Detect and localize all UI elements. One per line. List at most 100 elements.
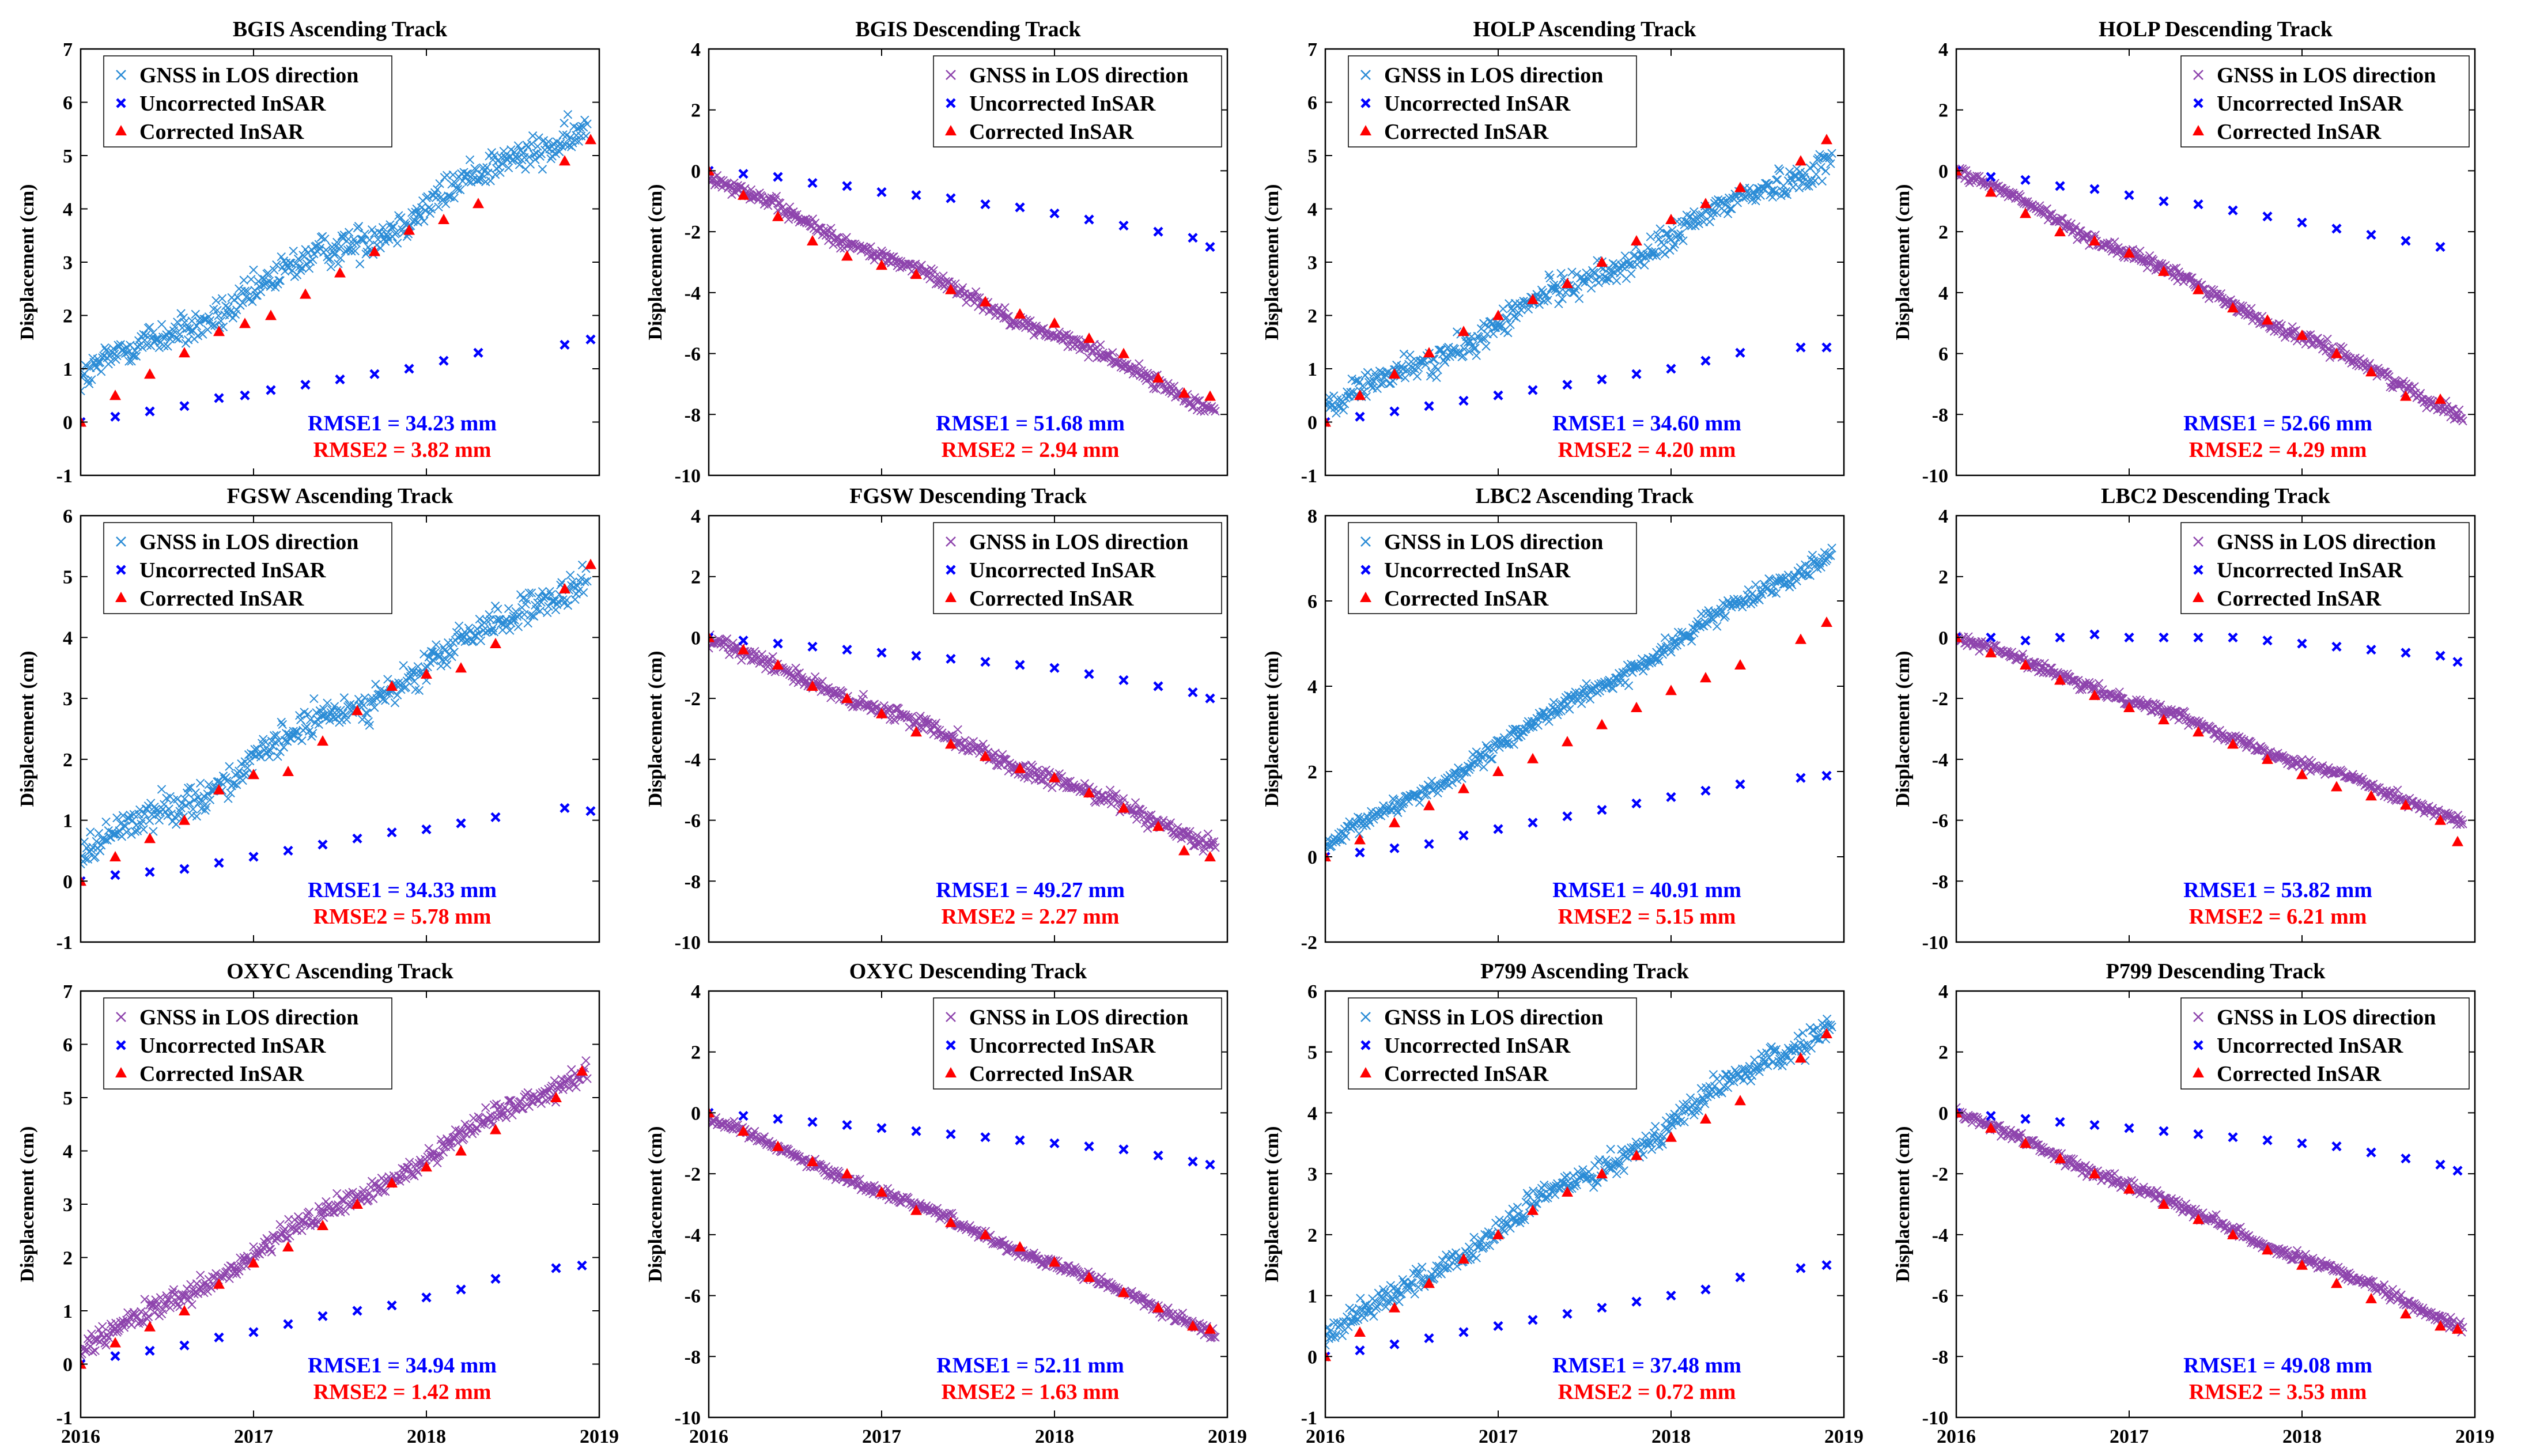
uncorrected-insar-point	[1700, 785, 1711, 796]
corrected-insar-point	[2227, 738, 2239, 749]
gnss-point	[2286, 327, 2296, 337]
gnss-point	[245, 756, 255, 766]
gnss-point	[1586, 283, 1596, 293]
gnss-point	[1556, 268, 1566, 278]
gnss-point	[239, 275, 248, 285]
y-tick-label: 1	[63, 359, 73, 380]
uncorrected-insar-point	[2262, 636, 2273, 646]
gnss-point	[1332, 409, 1341, 418]
gnss-point	[440, 645, 449, 655]
y-tick-label: 3	[63, 252, 73, 274]
gnss-point	[304, 1207, 314, 1216]
uncorrected-insar-point	[1821, 342, 1832, 353]
gnss-point	[750, 1126, 759, 1136]
subplot-holp-descending: HOLP Descending Track420246-8-10Displace…	[1892, 17, 2476, 487]
gnss-point	[360, 693, 369, 702]
uncorrected-insar-point	[773, 1114, 783, 1124]
gnss-point	[2094, 679, 2104, 688]
gnss-point	[1382, 1297, 1392, 1306]
gnss-point	[156, 1293, 165, 1302]
gnss-point	[1166, 818, 1175, 827]
corrected-insar-point	[473, 198, 484, 209]
uncorrected-insar-point	[1389, 406, 1400, 417]
corrected-insar-point	[1596, 256, 1608, 267]
y-tick-label: 8	[1307, 506, 1317, 527]
gnss-point	[1412, 372, 1422, 381]
gnss-point	[496, 168, 505, 177]
gnss-point	[1733, 198, 1743, 207]
y-tick-label: 7	[63, 39, 73, 60]
uncorrected-insar-point	[1424, 401, 1434, 411]
uncorrected-insar-point	[387, 1300, 397, 1311]
gnss-point	[535, 606, 545, 616]
legend-gnss-marker	[946, 1012, 956, 1022]
legend-entry: Uncorrected InSAR	[1384, 558, 1571, 583]
gnss-point	[1779, 580, 1788, 589]
gnss-point	[810, 672, 820, 682]
uncorrected-insar-point	[911, 190, 921, 201]
uncorrected-insar-point	[1700, 356, 1711, 366]
gnss-point	[1333, 395, 1342, 404]
legend-entry: GNSS in LOS direction	[2217, 530, 2436, 554]
gnss-point	[1676, 229, 1685, 239]
uncorrected-insar-point	[1597, 374, 1607, 385]
gnss-point	[1393, 1284, 1403, 1294]
uncorrected-insar-point	[946, 1129, 956, 1140]
corrected-insar-point	[738, 1125, 749, 1136]
gnss-point	[1827, 149, 1836, 158]
corrected-insar-point	[550, 1092, 562, 1102]
gnss-point	[504, 604, 513, 613]
uncorrected-insar-point	[318, 839, 328, 850]
gnss-point	[1787, 580, 1797, 589]
gnss-point	[163, 342, 172, 351]
gnss-point	[101, 346, 111, 355]
gnss-point	[1809, 161, 1819, 171]
gnss-point	[1781, 187, 1790, 196]
corrected-insar-point	[2365, 790, 2377, 801]
subplot-bgis-descending: BGIS Descending Track420-2-4-6-8-10Displ…	[645, 17, 1229, 487]
gnss-point	[570, 595, 580, 604]
gnss-point	[1376, 379, 1386, 388]
gnss-point	[92, 363, 101, 373]
corrected-insar-point	[1152, 1302, 1164, 1313]
gnss-point	[513, 622, 523, 631]
gnss-point	[1403, 365, 1412, 375]
y-tick-label: 0	[1938, 161, 1948, 182]
gnss-point	[303, 709, 313, 719]
gnss-point	[263, 268, 273, 278]
gnss-point	[202, 1281, 211, 1291]
gnss-point	[433, 185, 442, 194]
gnss-point	[1751, 580, 1760, 589]
legend-entry: GNSS in LOS direction	[969, 530, 1188, 554]
gnss-point	[1484, 743, 1493, 752]
uncorrected-insar-point	[2401, 648, 2411, 658]
gnss-point	[232, 305, 241, 315]
rmse1-annotation: RMSE1 = 34.33 mm	[308, 878, 497, 902]
gnss-point	[712, 171, 722, 180]
gnss-point	[272, 731, 281, 740]
gnss-point	[145, 323, 154, 332]
gnss-point	[314, 720, 323, 729]
gnss-point	[138, 816, 147, 825]
gnss-point	[502, 621, 512, 630]
subplot-title: P799 Ascending Track	[1480, 959, 1689, 984]
gnss-point	[2142, 263, 2152, 273]
gnss-point	[98, 1322, 107, 1331]
gnss-point	[1095, 340, 1105, 350]
uncorrected-insar-point	[318, 1311, 328, 1321]
gnss-point	[1794, 183, 1804, 192]
corrected-insar-point	[1118, 802, 1129, 813]
uncorrected-insar-point	[335, 374, 345, 385]
corrected-insar-point	[455, 662, 467, 673]
gnss-point	[482, 163, 492, 172]
uncorrected-insar-point	[1986, 632, 1996, 643]
gnss-point	[447, 652, 456, 661]
y-tick-label: 5	[63, 567, 73, 588]
gnss-point	[1771, 589, 1781, 598]
gnss-point	[396, 213, 406, 222]
y-tick-label: -1	[56, 932, 73, 954]
gnss-point	[414, 686, 424, 695]
gnss-point	[1529, 722, 1538, 732]
x-tick-label: 2019	[580, 1426, 619, 1447]
